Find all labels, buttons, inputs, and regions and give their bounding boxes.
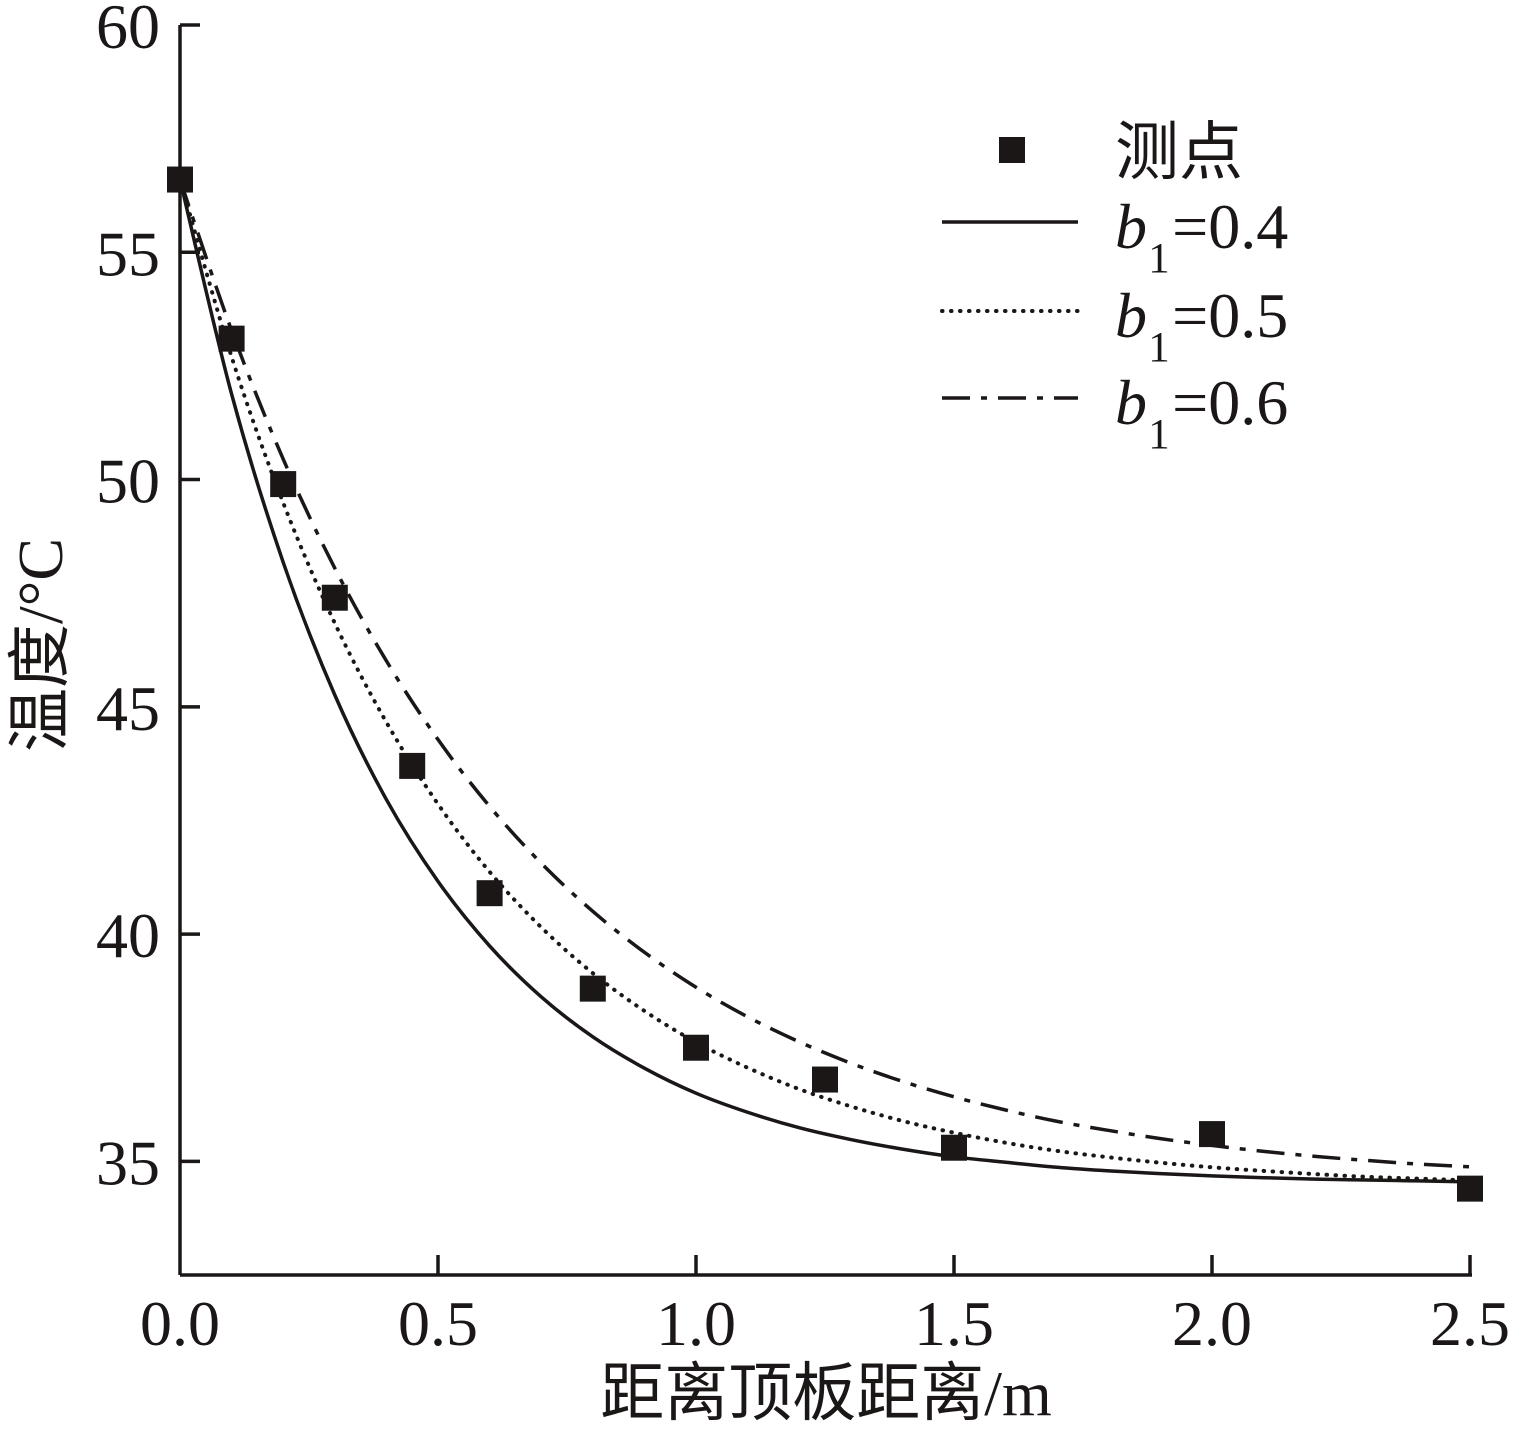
- y-axis-label: 温度/°C: [5, 538, 76, 752]
- legend-label-variable: b: [1115, 367, 1147, 438]
- legend-label-variable: b: [1115, 280, 1147, 351]
- data-point-marker: [476, 880, 503, 907]
- legend-label: b₁=0.4: [1115, 191, 1288, 274]
- data-point-marker: [683, 1034, 709, 1061]
- legend-item-solid: b₁=0.4: [942, 191, 1288, 274]
- y-tick-label: 45: [96, 673, 160, 744]
- x-axis-label: 距离顶板距离/m: [600, 1358, 1052, 1429]
- legend-item-dash-dot: b₁=0.6: [942, 367, 1288, 450]
- y-tick-label: 50: [96, 446, 160, 517]
- data-point-marker: [579, 975, 606, 1002]
- legend-label-text: =0.4: [1172, 191, 1288, 262]
- legend-label: b₁=0.5: [1115, 280, 1288, 363]
- legend-item-measured-points: 测点: [999, 117, 1243, 188]
- y-tick-label: 60: [96, 0, 160, 62]
- legend-label: 测点: [1115, 117, 1243, 188]
- y-tick-label: 40: [96, 900, 160, 971]
- x-tick-label: 1.5: [914, 1288, 994, 1359]
- x-tick-label: 2.5: [1430, 1288, 1510, 1359]
- data-point-marker: [399, 752, 426, 779]
- legend-label-subscript: ₁: [1147, 370, 1172, 450]
- x-tick-label: 1.0: [656, 1288, 736, 1359]
- y-tick-label: 55: [96, 218, 160, 289]
- data-point-marker: [1457, 1175, 1483, 1202]
- data-point-marker: [270, 471, 297, 498]
- data-point-marker: [167, 166, 193, 193]
- legend-label-variable: b: [1115, 191, 1147, 262]
- legend-label: b₁=0.6: [1115, 367, 1288, 450]
- data-point-marker: [321, 584, 348, 611]
- legend-label-subscript: ₁: [1147, 283, 1172, 363]
- x-tick-label: 0.0: [140, 1288, 220, 1359]
- plot-series: [167, 166, 1483, 1202]
- legend-label-text: 测点: [1115, 117, 1243, 188]
- x-tick-label: 0.5: [398, 1288, 478, 1359]
- y-tick-label: 35: [96, 1127, 160, 1198]
- legend-label-text: =0.6: [1172, 367, 1288, 438]
- legend-item-dotted: b₁=0.5: [940, 280, 1288, 363]
- legend-label-subscript: ₁: [1147, 194, 1172, 274]
- axes: 35 40 45 50 55 60 0.0 0.5 1.0 1.5 2.0 2.5: [96, 0, 1510, 1359]
- legend-marker-square: [999, 137, 1025, 163]
- x-tick-label: 2.0: [1172, 1288, 1252, 1359]
- series-line-solid: [178, 179, 1471, 1184]
- legend-label-text: =0.5: [1172, 280, 1288, 351]
- data-point-marker: [218, 325, 245, 352]
- data-point-marker: [812, 1066, 838, 1093]
- data-point-marker: [941, 1134, 967, 1161]
- data-point-marker: [1199, 1121, 1225, 1148]
